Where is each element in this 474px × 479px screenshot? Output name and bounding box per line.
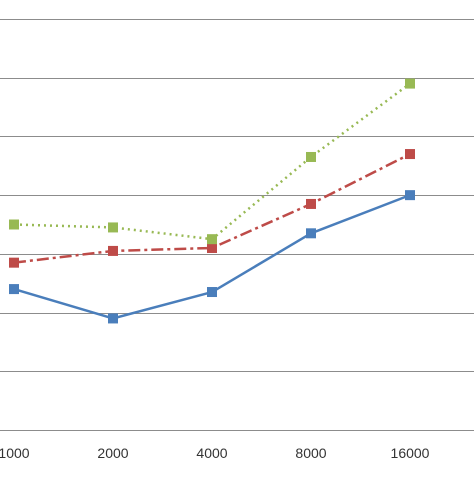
series-lines: [13, 82, 411, 320]
series-markers: [9, 78, 415, 324]
series-1-point-4: [306, 228, 316, 239]
series-2-point-1: [9, 257, 19, 268]
series-2-point-4: [306, 198, 316, 209]
x-axis-tick-labels: 1000 2000 4000 8000 16000: [0, 445, 430, 461]
series-3-point-3: [207, 234, 217, 245]
x-tick-label-3: 4000: [196, 445, 227, 461]
series-1-point-3: [207, 287, 217, 298]
series-3-point-4: [306, 151, 316, 162]
series-3-point-2: [108, 222, 118, 233]
series-2-point-3: [207, 242, 217, 253]
series-1-line: [13, 193, 411, 320]
series-1-point-1: [9, 284, 19, 295]
x-tick-label-5: 16000: [391, 445, 430, 461]
grid-lines: [0, 19, 474, 431]
x-tick-label-1: 1000: [0, 445, 30, 461]
series-3-point-1: [9, 219, 19, 230]
series-3-line: [13, 82, 411, 241]
series-3-point-5: [405, 78, 415, 89]
x-tick-label-4: 8000: [295, 445, 326, 461]
x-tick-label-2: 2000: [97, 445, 128, 461]
series-2-point-2: [108, 245, 118, 256]
series-2-point-5: [405, 149, 415, 160]
series-1-point-5: [405, 190, 415, 201]
series-1-point-2: [108, 313, 118, 324]
